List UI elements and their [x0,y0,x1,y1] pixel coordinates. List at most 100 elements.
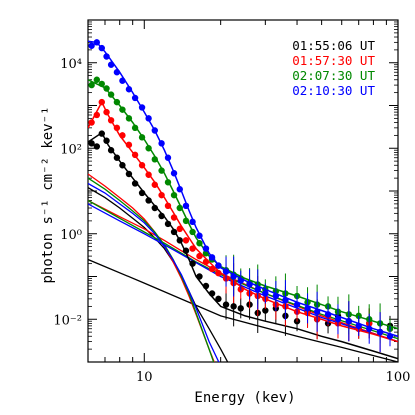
data-point [119,132,126,139]
data-point [182,247,190,254]
data-point [189,260,196,267]
data-point [151,204,158,212]
data-point [113,69,121,76]
data-point [93,111,101,119]
data-point [98,130,105,137]
x-tick-label: 100 [386,370,411,385]
data-point [215,262,222,269]
data-point [151,181,158,188]
data-point [164,220,172,228]
plot-series [88,39,398,362]
data-point [176,237,183,244]
data-point [282,296,289,304]
data-point [386,333,394,340]
data-point [125,141,133,149]
thermal-fit-line [88,182,220,362]
data-point [93,143,101,150]
data-point [313,308,321,315]
data-point [196,240,203,247]
data-point [170,214,178,221]
data-point [138,104,146,111]
data-point [230,303,237,310]
data-point [131,124,139,132]
data-point [113,124,121,132]
data-point [151,156,158,163]
total-fit-line [88,100,398,343]
y-tick-label: 10⁰ [60,228,82,243]
plot-area: 10 100 10⁻² 10⁰ 10² 10⁴ [53,19,411,385]
data-point [208,265,216,273]
data-point [93,76,101,83]
data-point [170,170,178,177]
x-axis-title: Energy (kev) [194,390,295,406]
data-point [366,325,373,332]
data-point [334,316,342,323]
data-point [189,218,196,226]
data-point [345,318,353,325]
data-point [202,245,210,252]
data-point [88,81,95,89]
data-point [246,281,253,288]
x-tick-label: 10 [136,370,153,385]
data-point [93,39,101,46]
data-point [196,232,203,239]
data-point [131,151,139,159]
data-point [103,85,110,92]
data-point [272,292,280,300]
data-point [262,290,269,297]
data-point [119,106,126,113]
data-point [164,154,172,161]
data-point [355,322,362,330]
data-point [138,189,146,197]
data-point [131,180,139,187]
data-point [208,290,216,297]
data-point [215,269,222,277]
y-axis-title: photon s⁻¹ cm⁻² kev⁻¹ [40,106,56,283]
data-point [237,305,244,312]
data-point [107,147,115,154]
data-point [103,53,110,60]
y-tick-label: 10⁴ [60,57,82,72]
data-point [202,258,210,266]
data-point [222,268,230,275]
data-point [376,328,384,336]
data-point [145,171,152,178]
data-point [138,162,146,169]
data-point [189,245,196,252]
y-tick-label: 10² [60,142,82,157]
data-point [145,197,152,204]
nonthermal-fit-line [88,199,398,340]
data-point [107,91,115,98]
data-point [304,305,311,312]
data-point [119,162,126,169]
data-point [170,191,178,199]
data-point [176,204,183,212]
data-point [98,98,105,106]
data-point [125,170,133,178]
legend-entry: 01:55:06 UT [292,38,375,53]
legend-entry: 01:57:30 UT [292,53,375,68]
data-point [145,145,152,152]
thermal-fit-line [88,177,215,362]
data-point [230,273,237,280]
data-point [324,311,332,318]
data-point [88,140,95,147]
data-point [125,86,133,93]
nonthermal-fit-line [88,258,398,362]
data-point [196,252,203,260]
y-tick-label: 10⁻² [53,313,82,328]
data-point [88,119,95,126]
data-point [170,228,178,236]
data-point [196,273,203,280]
data-point [107,117,115,124]
data-point [158,167,165,174]
data-point [151,127,158,134]
data-point [158,191,165,199]
data-point [237,277,244,284]
data-point [182,202,190,210]
data-point [262,307,269,314]
data-point [189,228,196,236]
data-point [164,179,172,186]
